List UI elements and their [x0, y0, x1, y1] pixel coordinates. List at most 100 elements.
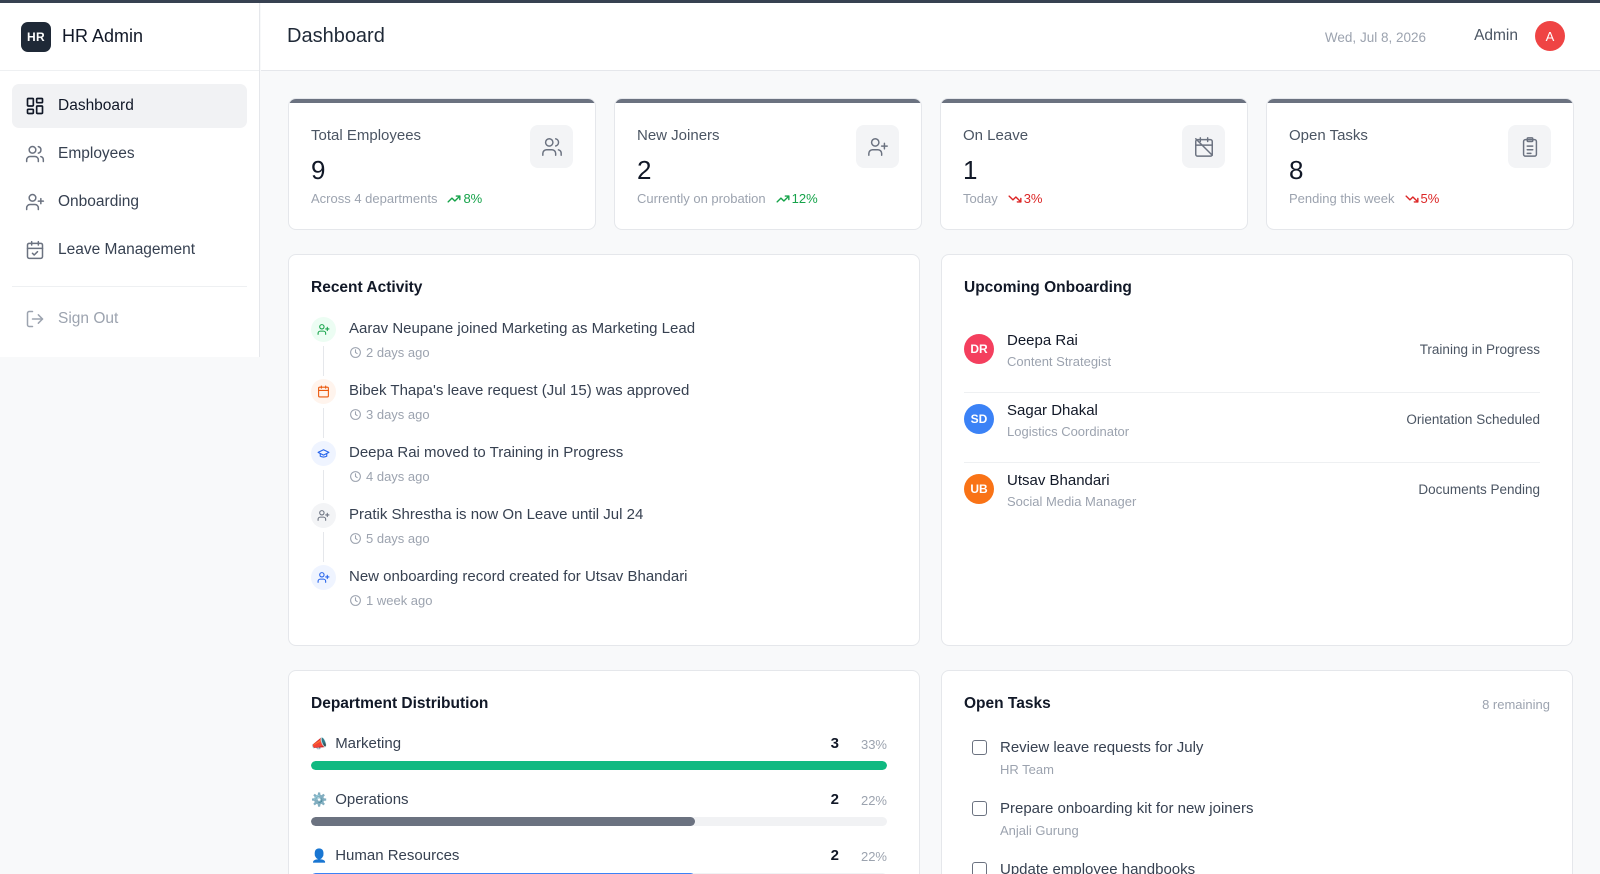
activity-time-label: 3 days ago: [366, 407, 430, 422]
stat-sub-label: Across 4 departments: [311, 191, 438, 206]
calendar-check-icon: [26, 240, 44, 260]
department-bar-track: [311, 761, 887, 770]
activity-text: Aarav Neupane joined Marketing as Market…: [349, 320, 696, 337]
trend-value: 5%: [1420, 191, 1440, 206]
trend-up-icon: [776, 194, 790, 203]
megaphone-icon: 📣: [311, 735, 328, 751]
users-icon: [541, 137, 562, 156]
trend-value: 3%: [1023, 191, 1043, 206]
stat-subtext: Currently on probation 12%: [637, 191, 818, 206]
sidebar-item-dashboard[interactable]: Dashboard: [12, 84, 247, 128]
user-avatar[interactable]: A: [1535, 21, 1565, 51]
calendar-icon: [318, 385, 329, 398]
user-plus-icon: [867, 137, 888, 156]
activity-time-label: 1 week ago: [366, 593, 433, 608]
activity-icon-badge: [311, 565, 336, 590]
trend-up-icon: [447, 194, 461, 203]
user-plus-icon: [317, 324, 330, 335]
department-label: ⚙️ Operations: [311, 791, 409, 808]
sidebar-item-label: Onboarding: [58, 193, 140, 210]
clock-icon: [350, 409, 361, 420]
activity-icon-badge: [311, 379, 336, 404]
person-icon: 👤: [311, 847, 328, 863]
timeline-connector: [323, 470, 324, 500]
activity-time: 5 days ago: [349, 531, 430, 546]
department-bar-track: [311, 817, 887, 826]
task-checkbox[interactable]: [972, 862, 987, 874]
stat-label: Open Tasks: [1289, 127, 1368, 144]
users-icon: [25, 145, 45, 163]
activity-icon-badge: [311, 317, 336, 342]
trend-down-badge: 3%: [1008, 191, 1043, 206]
clock-icon: [350, 595, 361, 606]
trend-value: 8%: [463, 191, 483, 206]
onboarding-name: Utsav Bhandari: [1007, 472, 1110, 489]
task-checkbox[interactable]: [972, 740, 987, 755]
onboarding-row[interactable]: UB Utsav Bhandari Social Media Manager D…: [964, 463, 1540, 533]
activity-time: 4 days ago: [349, 469, 430, 484]
upcoming-onboarding-panel: Upcoming Onboarding DR Deepa Rai Content…: [941, 254, 1573, 646]
department-percent: 22%: [860, 793, 887, 808]
open-tasks-panel: Open Tasks 8 remaining Review leave requ…: [941, 670, 1573, 874]
trend-down-badge: 5%: [1404, 191, 1440, 206]
brand-name: HR Admin: [62, 26, 144, 46]
brand[interactable]: HR HR Admin: [0, 3, 259, 71]
task-checkbox[interactable]: [972, 801, 987, 816]
stat-label: New Joiners: [637, 127, 720, 144]
user-plus-icon: [25, 193, 45, 211]
department-name: Operations: [335, 791, 409, 808]
header-date: Wed, Jul 8, 2026: [1324, 30, 1426, 45]
onboarding-role: Social Media Manager: [1007, 494, 1137, 509]
stat-sub-label: Currently on probation: [637, 191, 766, 206]
trend-value: 12%: [791, 191, 818, 206]
timeline-connector: [323, 532, 324, 562]
stat-value: 1: [963, 155, 978, 185]
department-count: 3: [830, 735, 839, 752]
onboarding-row[interactable]: DR Deepa Rai Content Strategist Training…: [964, 323, 1540, 393]
activity-text: Pratik Shrestha is now On Leave until Ju…: [349, 506, 644, 523]
sidebar-divider: [12, 286, 247, 287]
stat-card-new-joiners: New Joiners 2 Currently on probation 12%: [614, 98, 922, 230]
sidebar-item-label: Employees: [58, 145, 135, 162]
sign-out-label: Sign Out: [58, 310, 119, 327]
stat-subtext: Today 3%: [963, 191, 1043, 206]
department-label: 👤 Human Resources: [311, 847, 459, 864]
activity-time-label: 2 days ago: [366, 345, 430, 360]
stat-card-on-leave: On Leave 1 Today 3%: [940, 98, 1248, 230]
stat-subtext: Across 4 departments 8%: [311, 191, 482, 206]
stat-label: On Leave: [963, 127, 1029, 144]
page-title: Dashboard: [287, 25, 385, 47]
activity-time-label: 5 days ago: [366, 531, 430, 546]
onboarding-name: Deepa Rai: [1007, 332, 1078, 349]
trend-down-icon: [1404, 194, 1419, 203]
avatar: SD: [964, 404, 994, 434]
panel-title: Department Distribution: [311, 695, 489, 712]
header-username[interactable]: Admin: [1474, 27, 1518, 44]
department-bar-fill: [311, 817, 696, 826]
panel-title: Upcoming Onboarding: [964, 279, 1132, 296]
sidebar-item-leave-management[interactable]: Leave Management: [12, 228, 247, 272]
onboarding-status: Training in Progress: [1419, 342, 1540, 357]
clock-icon: [350, 533, 361, 544]
clock-icon: [350, 347, 361, 358]
onboarding-row[interactable]: SD Sagar Dhakal Logistics Coordinator Or…: [964, 393, 1540, 463]
trend-up-badge: 8%: [447, 191, 482, 206]
graduation-cap-icon: [317, 449, 330, 458]
onboarding-role: Logistics Coordinator: [1007, 424, 1130, 439]
sidebar: HR HR Admin Dashboard Employees Onboardi…: [0, 3, 260, 357]
brand-logo: HR: [21, 21, 51, 52]
sign-out-button[interactable]: Sign Out: [12, 297, 247, 341]
log-out-icon: [26, 310, 44, 328]
top-header: Dashboard Wed, Jul 8, 2026 Admin A: [261, 3, 1600, 71]
stat-icon-box: [1508, 125, 1551, 168]
task-owner: Anjali Gurung: [1000, 823, 1079, 838]
sidebar-item-onboarding[interactable]: Onboarding: [12, 180, 247, 224]
activity-icon-badge: [311, 503, 336, 528]
activity-text: Bibek Thapa's leave request (Jul 15) was…: [349, 382, 690, 399]
department-percent: 22%: [860, 849, 887, 864]
department-percent: 33%: [860, 737, 887, 752]
department-bar-fill: [311, 761, 887, 770]
user-plus-icon: [317, 572, 330, 583]
sidebar-item-employees[interactable]: Employees: [12, 132, 247, 176]
task-title: Review leave requests for July: [1000, 739, 1204, 756]
